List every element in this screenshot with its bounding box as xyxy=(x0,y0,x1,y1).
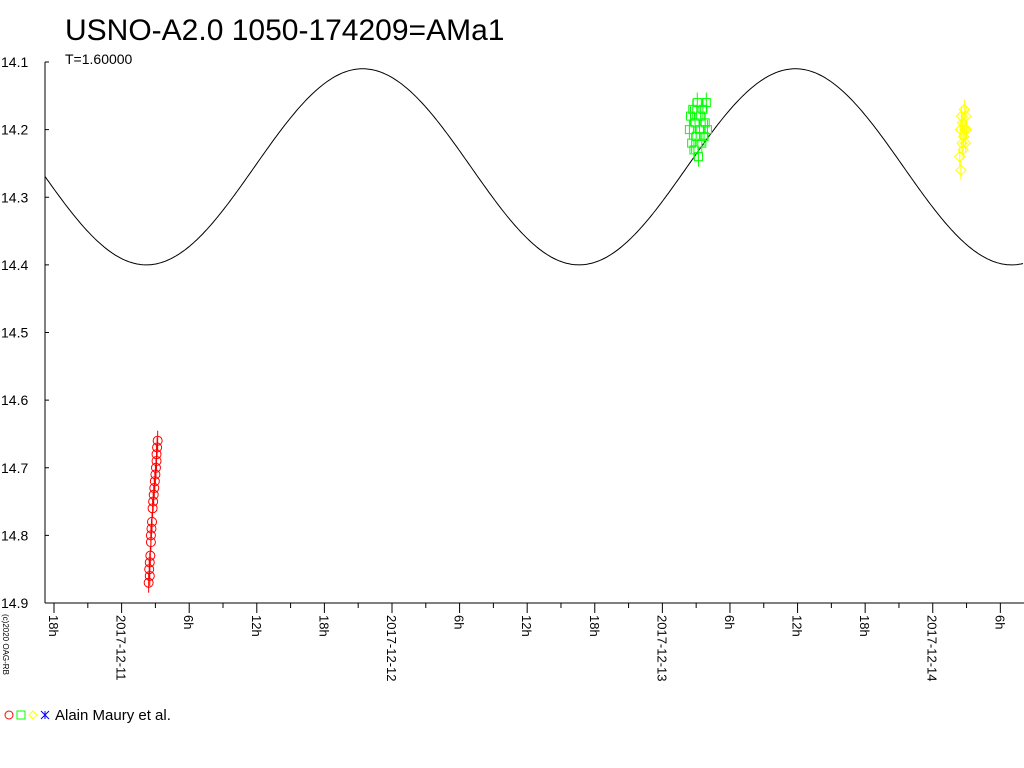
data-point xyxy=(143,572,154,593)
data-point xyxy=(150,464,161,485)
model-curve xyxy=(44,68,1024,266)
x-tick-label: 2017-12-11 xyxy=(114,615,129,681)
data-point xyxy=(148,491,159,512)
x-tick-label: 6h xyxy=(992,615,1007,629)
data-point xyxy=(151,444,162,465)
x-tick-label: 12h xyxy=(790,615,805,637)
data-point xyxy=(698,99,708,120)
y-tick-label: 14.1 xyxy=(1,54,28,70)
y-axis-ticks: 14.1 14.2 14.3 14.4 14.5 14.6 14.7 14.8 14.9 xyxy=(1,54,49,611)
data-point xyxy=(955,160,967,181)
y-tick-label: 14.3 xyxy=(1,189,28,205)
x-axis-ticks: 18h 2017-12-11 6h 12h 18h 2017-12-12 6h 12h 18h 2… xyxy=(46,603,1007,682)
x-tick-label: 2017-12-13 xyxy=(654,615,669,682)
x-tick-label: 18h xyxy=(316,615,331,637)
y-tick-label: 14.4 xyxy=(1,257,28,273)
data-point xyxy=(693,146,703,167)
x-tick-label: 12h xyxy=(519,615,534,637)
legend-label: Alain Maury et al. xyxy=(55,707,171,724)
data-point xyxy=(147,511,158,532)
x-tick-label: 18h xyxy=(46,615,61,637)
data-point xyxy=(689,139,699,160)
y-tick-label: 14.6 xyxy=(1,392,28,408)
chart-subtitle: T=1.60000 xyxy=(65,51,133,67)
data-point xyxy=(958,99,970,120)
x-tick-label: 6h xyxy=(722,615,737,629)
data-point xyxy=(687,133,697,154)
data-point xyxy=(147,498,158,519)
data-point xyxy=(697,133,707,154)
x-tick-label: 2017-12-14 xyxy=(925,615,940,682)
data-point xyxy=(695,119,705,140)
x-tick-label: 18h xyxy=(587,615,602,637)
data-point xyxy=(144,559,155,580)
x-tick-label: 2017-12-12 xyxy=(384,615,399,682)
chart-title: USNO-A2.0 1050-174209=AMa1 xyxy=(65,14,504,47)
legend: Alain Maury et al. xyxy=(4,707,171,724)
x-tick-label: 6h xyxy=(181,615,196,629)
legend-green-square-icon xyxy=(16,710,26,720)
data-point xyxy=(701,92,711,113)
legend-yellow-diamond-icon xyxy=(28,710,38,720)
y-tick-label: 14.8 xyxy=(1,527,28,543)
data-point xyxy=(144,552,155,573)
data-point xyxy=(960,119,973,140)
data-point xyxy=(145,525,156,546)
data-point xyxy=(150,457,161,478)
data-point xyxy=(959,133,972,154)
data-point xyxy=(146,518,157,539)
data-point xyxy=(148,484,159,505)
data-point xyxy=(959,119,971,140)
data-point xyxy=(690,112,700,133)
data-point xyxy=(152,430,163,451)
data-point xyxy=(686,106,696,127)
data-point xyxy=(702,119,712,140)
legend-blue-star-icon xyxy=(40,710,50,720)
data-point xyxy=(149,478,160,499)
data-point xyxy=(145,545,156,566)
series-square xyxy=(684,92,712,167)
series-diamond xyxy=(954,99,973,181)
copyright-text: (c)2020 OAG-RB xyxy=(1,614,10,675)
data-point xyxy=(684,119,694,140)
data-point xyxy=(696,106,706,127)
y-tick-label: 14.5 xyxy=(1,325,28,341)
data-point xyxy=(700,112,710,133)
x-tick-label: 12h xyxy=(249,615,264,637)
legend-red-circle-icon xyxy=(4,710,14,720)
data-point xyxy=(152,437,163,458)
y-tick-label: 14.7 xyxy=(1,460,28,476)
data-point xyxy=(149,471,160,492)
data-point xyxy=(688,99,698,120)
data-point xyxy=(699,126,709,147)
data-point xyxy=(957,139,969,160)
data-point xyxy=(960,106,972,127)
x-tick-label: 18h xyxy=(857,615,872,637)
data-points xyxy=(143,92,973,593)
y-tick-label: 14.9 xyxy=(1,595,28,611)
x-tick-label: 6h xyxy=(452,615,467,629)
data-point xyxy=(692,92,702,113)
series-circle xyxy=(143,430,163,593)
y-tick-label: 14.2 xyxy=(1,122,28,138)
